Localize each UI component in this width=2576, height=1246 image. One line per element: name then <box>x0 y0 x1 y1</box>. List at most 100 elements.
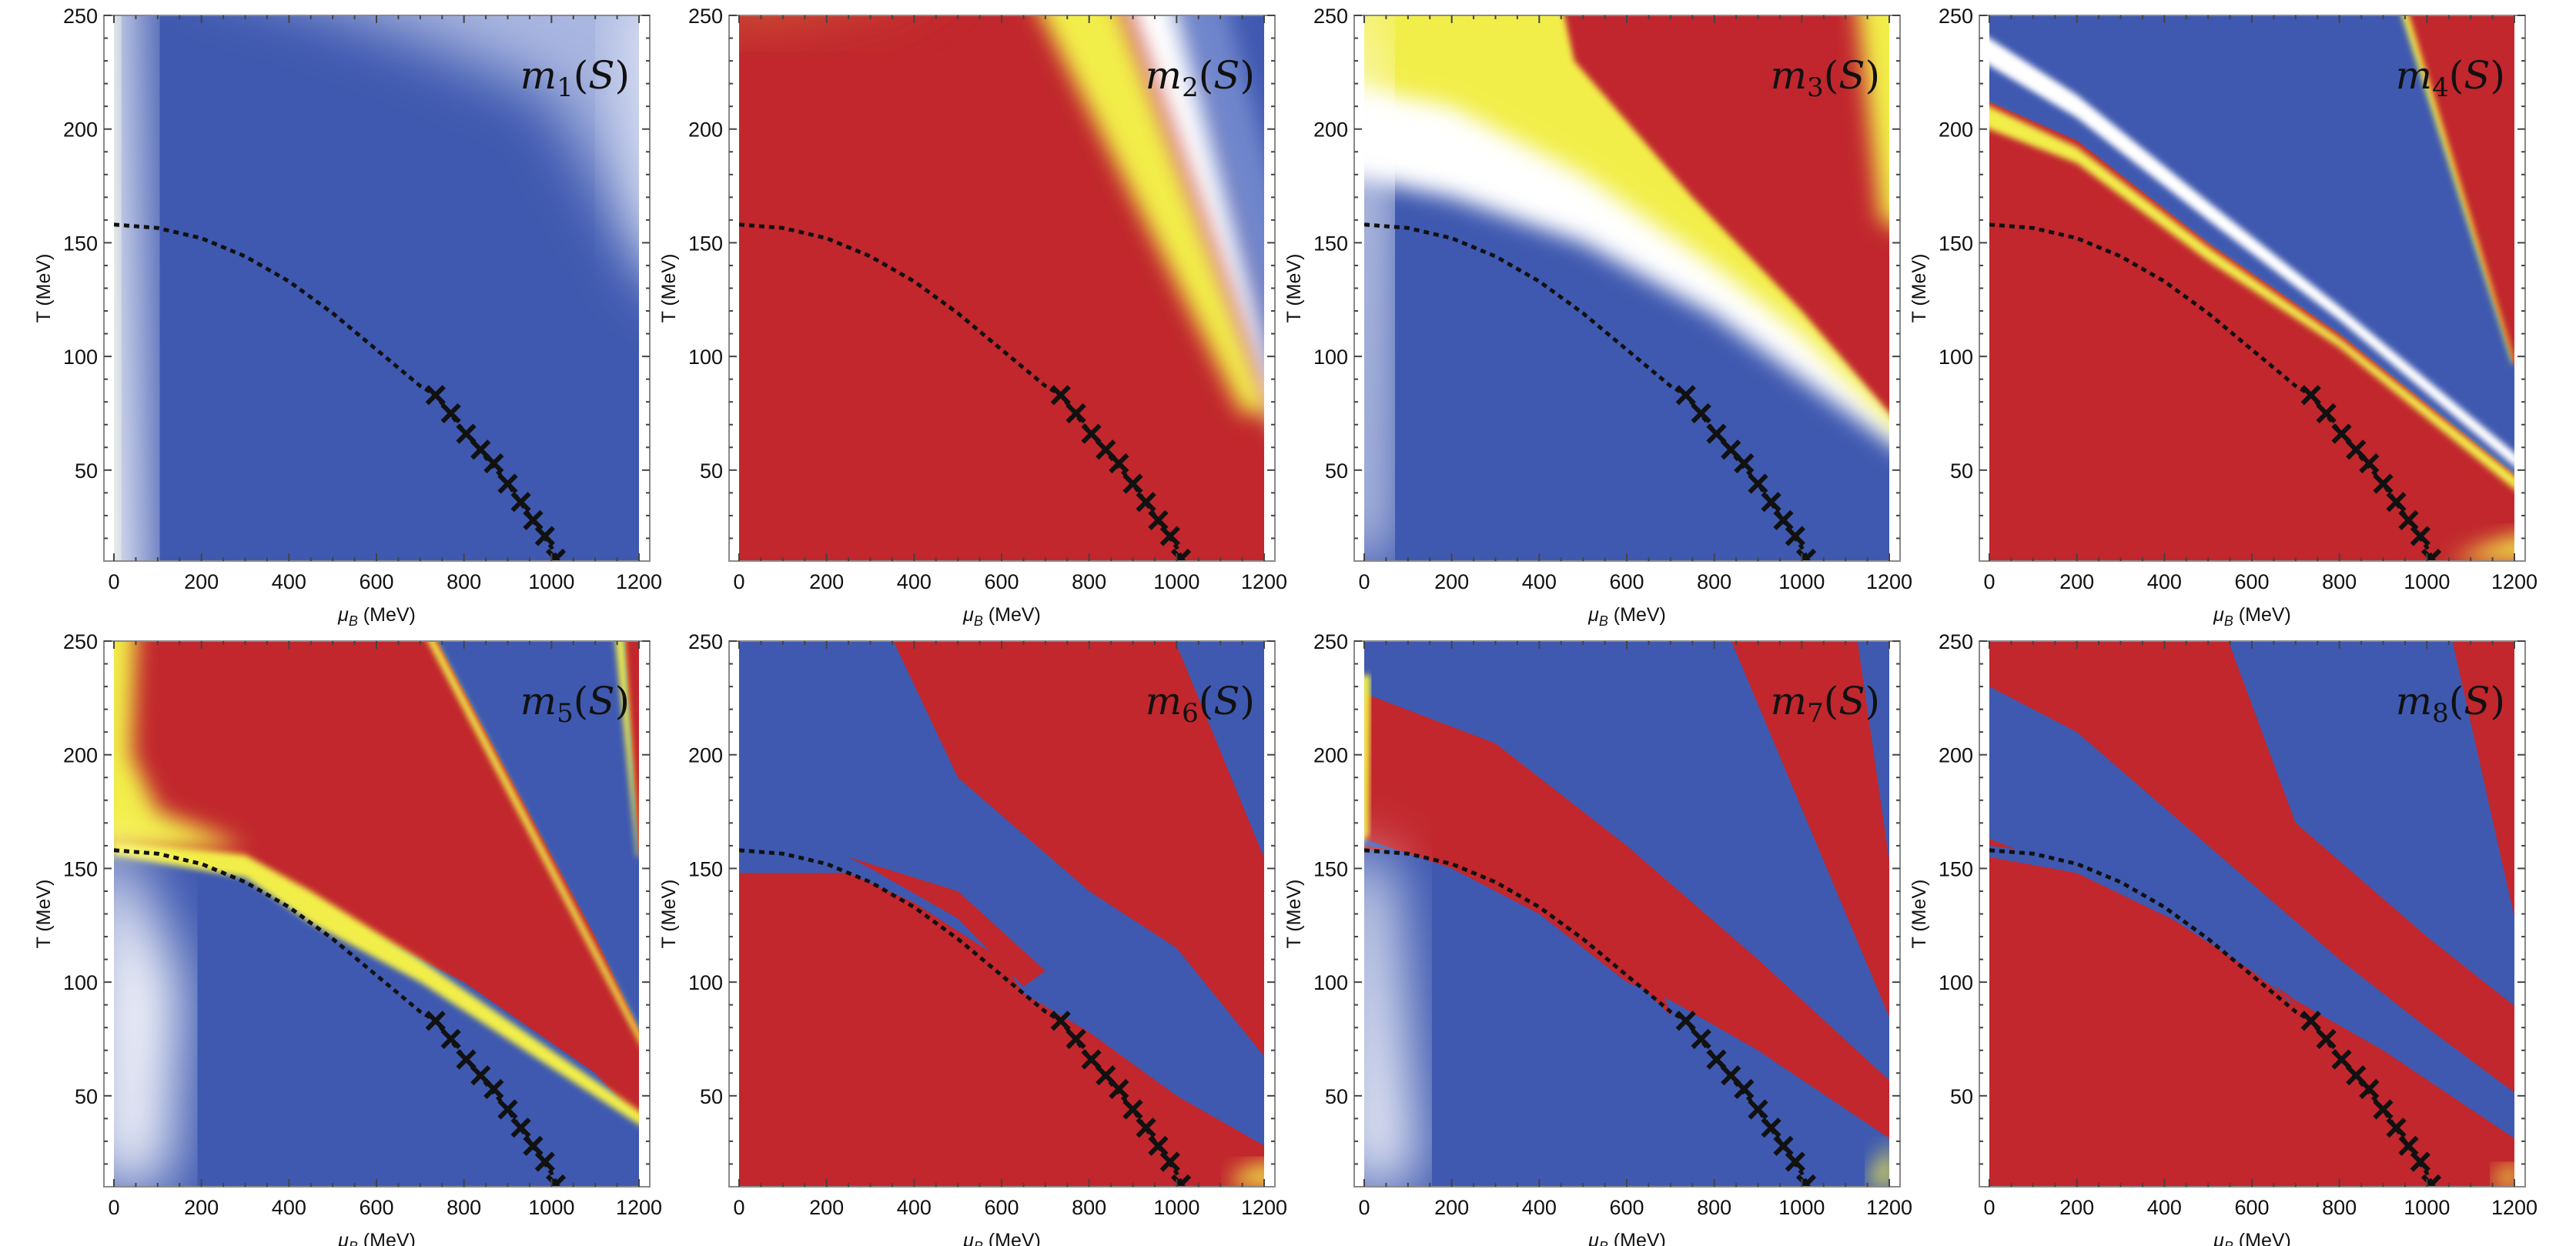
heatmap-region <box>2228 641 2514 1007</box>
critical-point-marker <box>483 1078 504 1100</box>
x-tick-label: 0 <box>1358 570 1370 593</box>
x-axis-title: μB (MeV) <box>2213 604 2291 629</box>
x-tick-label: 600 <box>359 1196 393 1219</box>
x-tick-label: 600 <box>2234 570 2269 593</box>
heatmap-region <box>1041 15 1264 413</box>
critical-point-marker <box>440 1028 461 1050</box>
heatmap <box>739 641 1264 1187</box>
y-tick-label: 100 <box>688 971 723 994</box>
critical-point-marker <box>425 1010 446 1031</box>
panel-title: m7(S) <box>1771 679 1880 729</box>
critical-point-marker <box>1761 1117 1781 1138</box>
x-axis-title: μB (MeV) <box>1587 1230 1666 1246</box>
y-tick-label: 50 <box>75 459 98 483</box>
heatmap-region <box>1858 15 1889 224</box>
critical-point-marker <box>425 385 446 406</box>
x-axis-title: μB (MeV) <box>337 604 416 629</box>
heatmap-region <box>1564 15 1889 413</box>
x-tick-label: 600 <box>1609 1196 1644 1219</box>
x-tick-label: 1000 <box>1153 570 1199 593</box>
x-tick-label: 800 <box>447 570 481 593</box>
critical-point-marker <box>1761 492 1781 513</box>
x-tick-label: 600 <box>984 570 1019 593</box>
critical-point-marker <box>2331 1049 2352 1070</box>
x-tick-label: 800 <box>1072 1196 1106 1219</box>
heatmap-region <box>1364 693 1889 1139</box>
panel-6: 0 200 400 600 800 1000 1200 50 100 150 200 250 μB (M… <box>658 630 1287 1246</box>
critical-point-marker <box>1795 1174 1817 1187</box>
x-tick-label: 200 <box>809 1196 844 1219</box>
x-tick-label: 800 <box>447 1196 481 1219</box>
x-tick-label: 200 <box>1434 1196 1469 1219</box>
critical-point-marker <box>2300 385 2321 406</box>
x-tick-label: 1000 <box>1153 1196 1199 1219</box>
critical-point-marker <box>2331 423 2352 444</box>
x-axis-title: μB (MeV) <box>1587 604 1666 629</box>
panel-4: 0 200 400 600 800 1000 1200 50 100 150 200 250 μB (M… <box>1909 5 2538 629</box>
heatmap-region <box>114 641 246 850</box>
y-tick-label: 50 <box>1950 1085 1973 1108</box>
y-tick-label: 100 <box>1939 971 1973 994</box>
y-axis-title: T (MeV) <box>1909 254 1930 323</box>
x-tick-label: 1200 <box>1241 570 1287 593</box>
heatmap-region <box>2492 1164 2514 1187</box>
x-tick-label: 200 <box>1434 570 1469 593</box>
x-tick-label: 800 <box>1072 570 1106 593</box>
x-tick-label: 1000 <box>2404 1196 2450 1219</box>
panel-2: 0 200 400 600 800 1000 1200 50 100 150 200 250 μB (M… <box>658 5 1287 629</box>
panel-title: m1(S) <box>520 53 630 103</box>
y-tick-label: 200 <box>688 744 723 767</box>
y-tick-label: 250 <box>1313 5 1348 28</box>
heatmap-region <box>624 641 639 857</box>
heatmap-region <box>114 641 639 1121</box>
x-tick-label: 600 <box>2234 1196 2269 1219</box>
x-tick-label: 1000 <box>1778 570 1825 593</box>
heatmap-region <box>1989 106 2514 489</box>
heatmap <box>1989 15 2514 561</box>
y-tick-label: 150 <box>688 232 723 255</box>
x-axis-title: μB (MeV) <box>2213 1230 2291 1246</box>
heatmap-region <box>114 15 119 561</box>
x-axis-title: μB (MeV) <box>962 604 1041 629</box>
critical-point-marker <box>1675 1010 1696 1031</box>
x-tick-label: 600 <box>359 570 393 593</box>
critical-point-marker <box>2373 1099 2394 1120</box>
heatmap <box>1989 641 2514 1187</box>
heatmap-region <box>1364 675 1371 840</box>
x-tick-label: 1200 <box>616 1196 662 1219</box>
x-tick-label: 600 <box>1609 570 1644 593</box>
y-tick-label: 150 <box>1939 232 1973 255</box>
critical-point-marker <box>2420 1174 2442 1187</box>
critical-point-marker <box>1109 1078 1129 1100</box>
heatmap-region <box>1229 15 1264 148</box>
x-tick-label: 800 <box>1697 1196 1731 1219</box>
heatmap-region <box>1364 857 1417 1187</box>
y-tick-label: 200 <box>688 119 723 142</box>
critical-point-marker <box>1773 509 1794 530</box>
y-tick-label: 150 <box>1313 232 1348 255</box>
critical-point-marker <box>1122 473 1143 494</box>
critical-point-marker <box>2410 526 2430 546</box>
heatmap-region <box>1989 15 2514 561</box>
x-tick-label: 1200 <box>2491 570 2538 593</box>
x-tick-label: 0 <box>108 570 119 593</box>
critical-point-marker <box>2420 548 2442 561</box>
critical-point-marker <box>1785 1151 1805 1172</box>
y-tick-label: 50 <box>75 1085 98 1108</box>
x-tick-label: 200 <box>2059 1196 2094 1219</box>
heatmap-region <box>1175 641 1264 858</box>
x-tick-label: 0 <box>108 1196 119 1219</box>
y-tick-label: 200 <box>63 744 98 767</box>
heatmap-region <box>1731 641 1889 1017</box>
critical-point-marker <box>483 453 504 474</box>
x-axis-title: μB (MeV) <box>337 1230 416 1246</box>
heatmap-region <box>1989 845 2296 1005</box>
y-tick-label: 150 <box>688 857 723 880</box>
y-axis-title: T (MeV) <box>658 254 680 323</box>
critical-point-marker <box>534 526 555 546</box>
x-tick-label: 600 <box>984 1196 1019 1219</box>
panel-title: m3(S) <box>1771 53 1880 103</box>
critical-point-marker <box>523 509 544 530</box>
critical-point-marker <box>2386 1117 2407 1138</box>
panel-1: 0 200 400 600 800 1000 1200 50 100 150 200 250 μB (M… <box>33 5 662 629</box>
